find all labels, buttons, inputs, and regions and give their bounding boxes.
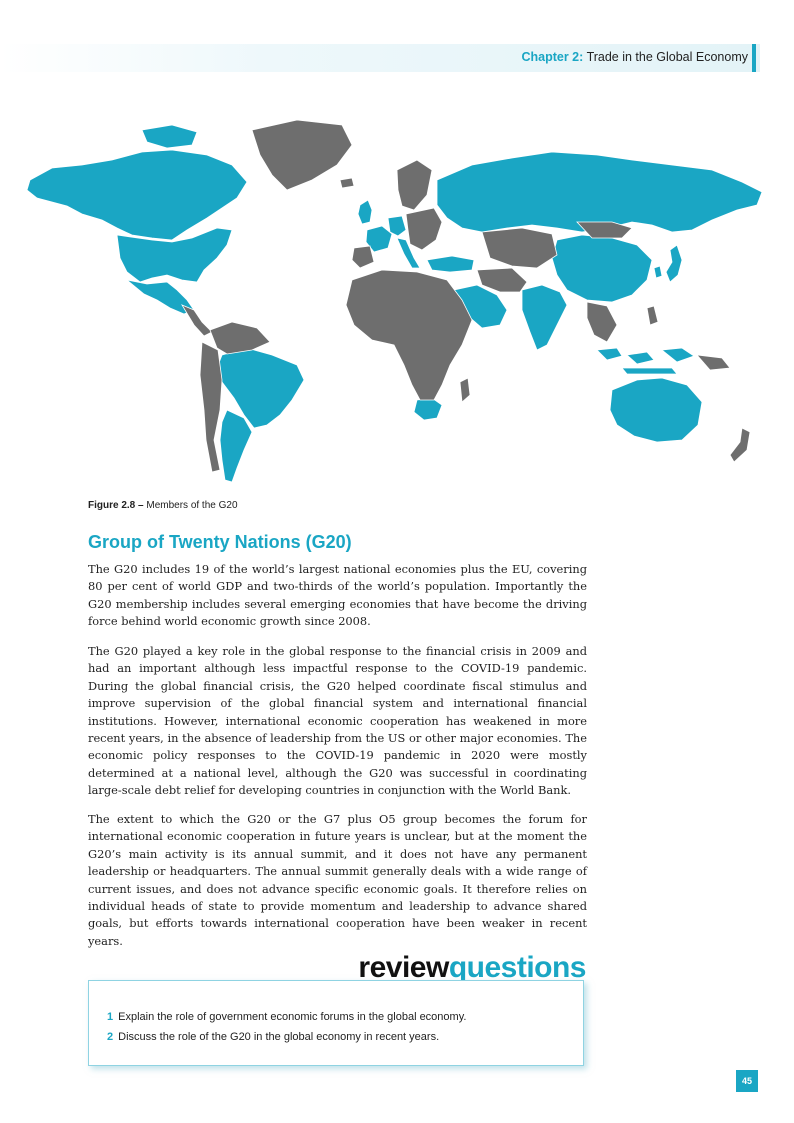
map-greenland — [251, 119, 353, 191]
paragraph-1: The G20 includes 19 of the world’s large… — [88, 562, 587, 629]
map-middle-east — [476, 267, 528, 293]
map-canadian-islands — [141, 124, 198, 149]
page-number: 45 — [736, 1070, 758, 1092]
map-india — [521, 284, 568, 351]
map-iberia — [351, 245, 375, 269]
paragraph-2: The G20 played a key role in the global … — [88, 644, 587, 798]
map-indonesia — [596, 347, 695, 375]
map-south-america-north — [209, 321, 271, 355]
map-south-america-west — [199, 341, 223, 473]
review-question-item: 1 Explain the role of government economic… — [107, 1007, 466, 1027]
review-title-part2: questions — [448, 951, 587, 984]
map-papua — [696, 354, 731, 371]
map-russia — [436, 151, 763, 233]
question-text: Explain the role of government economic … — [118, 1011, 467, 1023]
review-title-part1: review — [358, 951, 449, 984]
figure-caption: Figure 2.8 – Members of the G20 — [88, 500, 238, 511]
map-argentina — [219, 409, 253, 483]
map-south-korea — [653, 265, 663, 279]
map-madagascar — [459, 377, 471, 403]
map-central-america — [181, 304, 213, 337]
map-uk — [357, 199, 373, 225]
question-number: 1 — [107, 1011, 114, 1023]
header-accent-bar — [752, 44, 756, 72]
map-japan — [665, 244, 683, 283]
map-australia — [609, 377, 703, 443]
map-central-asia — [481, 227, 558, 269]
map-south-africa — [413, 397, 443, 421]
review-question-item: 2 Discuss the role of the G20 in the glob… — [107, 1027, 466, 1047]
question-number: 2 — [107, 1031, 114, 1043]
review-question-list: 1 Explain the role of government economic… — [107, 1007, 466, 1047]
figure-label: Figure 2.8 – — [88, 500, 144, 511]
map-iceland — [339, 177, 355, 189]
map-turkey — [426, 255, 475, 273]
section-heading: Group of Twenty Nations (G20) — [88, 532, 352, 552]
question-text: Discuss the role of the G20 in the globa… — [118, 1031, 440, 1043]
header-band — [0, 44, 760, 72]
map-africa — [345, 269, 473, 401]
chapter-label: Chapter 2: — [521, 50, 584, 64]
map-canada — [26, 149, 248, 241]
review-questions-title: reviewquestions — [358, 950, 586, 986]
map-italy — [396, 237, 421, 269]
chapter-title: Trade in the Global Economy — [586, 50, 748, 64]
map-china — [551, 234, 653, 303]
map-brazil — [216, 347, 305, 429]
figure-caption-text: Members of the G20 — [146, 500, 238, 511]
g20-world-map — [22, 110, 782, 490]
running-header: Chapter 2: Trade in the Global Economy — [521, 50, 748, 64]
map-eastern-europe — [405, 207, 443, 251]
map-germany — [387, 215, 407, 237]
review-questions-box: 1 Explain the role of government economic… — [88, 980, 584, 1066]
map-southeast-asia — [586, 301, 618, 343]
map-philippines — [646, 305, 659, 326]
paragraph-3: The extent to which the G20 or the G7 pl… — [88, 812, 587, 948]
map-usa — [116, 227, 233, 283]
map-scandinavia — [396, 159, 433, 211]
map-new-zealand — [729, 427, 751, 463]
map-france — [365, 225, 393, 253]
map-mongolia — [576, 221, 633, 239]
